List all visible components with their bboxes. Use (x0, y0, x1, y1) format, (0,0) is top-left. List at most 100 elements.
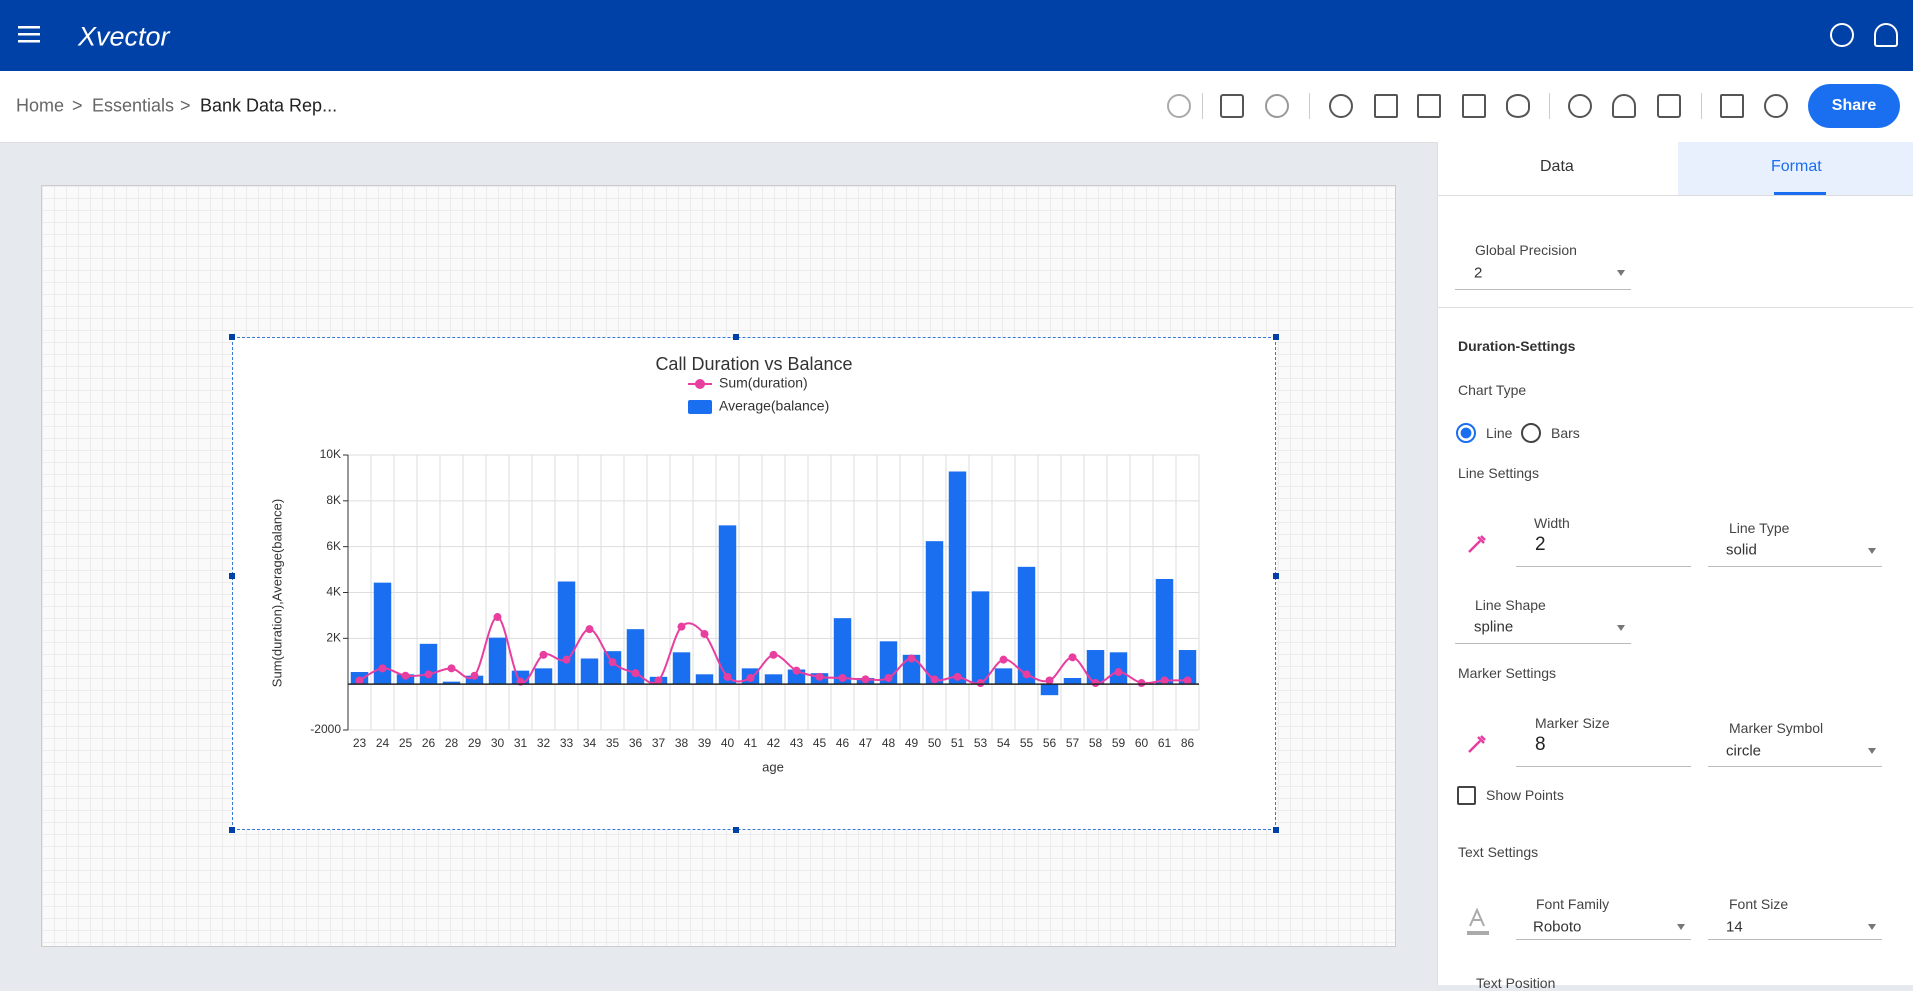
divider (1202, 93, 1203, 119)
tab[interactable]: Format (1771, 158, 1822, 176)
select-value[interactable]: spline (1474, 619, 1513, 636)
marker (1000, 656, 1008, 664)
field-label: Text Position (1476, 975, 1555, 991)
x-tick-label: 26 (422, 736, 436, 750)
checkbox[interactable] (1457, 786, 1476, 805)
bar (1064, 678, 1081, 684)
marker (747, 674, 755, 682)
x-tick-label: 25 (399, 736, 413, 750)
marker (425, 670, 433, 678)
bar (489, 638, 506, 685)
logo[interactable]: Xvector (78, 22, 170, 53)
field-label: Width (1534, 515, 1570, 531)
breadcrumb-item[interactable]: Essentials (92, 96, 174, 117)
share-button[interactable]: Share (1808, 84, 1900, 128)
marker (586, 625, 594, 633)
x-tick-label: 43 (790, 736, 804, 750)
tab[interactable]: Data (1540, 158, 1574, 176)
line (360, 617, 1188, 684)
marker (839, 674, 847, 682)
underline (1708, 939, 1882, 940)
add-icon[interactable] (1329, 94, 1353, 118)
x-tick-label: 53 (974, 736, 988, 750)
dropdown-arrow[interactable] (1868, 924, 1876, 930)
bar (765, 674, 782, 684)
field-label: Line Shape (1475, 597, 1546, 613)
dropdown-arrow[interactable] (1617, 625, 1625, 631)
x-tick-label: 24 (376, 736, 390, 750)
dropdown-arrow[interactable] (1617, 270, 1625, 276)
field-label: Global Precision (1475, 242, 1577, 258)
marker (1161, 677, 1169, 685)
select-value[interactable]: solid (1726, 542, 1757, 559)
input-value[interactable]: 8 (1535, 734, 1546, 756)
marker (494, 613, 502, 621)
field-label: Marker Size (1535, 715, 1610, 731)
layout-icon[interactable] (1417, 94, 1441, 118)
field-label: Marker Symbol (1729, 720, 1823, 736)
y-tick-label: 2K (326, 631, 341, 645)
radio-checked[interactable] (1456, 423, 1476, 443)
select-value[interactable]: 2 (1474, 265, 1482, 282)
status-icon[interactable] (1167, 94, 1191, 118)
marker (793, 667, 801, 675)
bar (995, 668, 1012, 684)
x-tick-label: 41 (744, 736, 758, 750)
alert-icon[interactable] (1612, 94, 1636, 118)
select-value[interactable]: Roboto (1533, 919, 1581, 936)
radio-label[interactable]: Line (1486, 425, 1512, 441)
delete-icon[interactable] (1720, 94, 1744, 118)
text-color-picker[interactable] (1465, 908, 1491, 936)
color-picker[interactable] (1466, 733, 1488, 755)
breadcrumb-item[interactable]: Home (16, 96, 64, 117)
field-label: Font Size (1729, 896, 1788, 912)
marker (1184, 677, 1192, 685)
radio-label[interactable]: Bars (1551, 425, 1580, 441)
x-tick-label: 32 (537, 736, 551, 750)
menu-icon[interactable] (18, 26, 42, 44)
marker (471, 672, 479, 680)
help-icon[interactable] (1830, 23, 1854, 47)
input-value[interactable]: 2 (1535, 534, 1546, 556)
x-tick-label: 35 (606, 736, 620, 750)
bar (719, 525, 736, 684)
x-tick-label: 57 (1066, 736, 1080, 750)
run-icon[interactable] (1220, 94, 1244, 118)
marker (1069, 653, 1077, 661)
notification-icon[interactable] (1874, 23, 1898, 47)
divider (1437, 307, 1913, 308)
info-icon[interactable] (1568, 94, 1592, 118)
select-value[interactable]: circle (1726, 743, 1761, 760)
settings-icon[interactable] (1764, 94, 1788, 118)
checkbox-label[interactable]: Show Points (1486, 787, 1564, 803)
x-tick-label: 86 (1181, 736, 1195, 750)
preview-icon[interactable] (1506, 94, 1530, 118)
comment-icon[interactable] (1657, 94, 1681, 118)
marker (563, 656, 571, 664)
code-icon[interactable] (1462, 94, 1486, 118)
breadcrumb-item: Bank Data Rep... (200, 96, 337, 117)
x-tick-label: 60 (1135, 736, 1149, 750)
marker (1046, 677, 1054, 685)
marker (954, 673, 962, 681)
x-tick-label: 23 (353, 736, 367, 750)
x-tick-label: 51 (951, 736, 965, 750)
color-picker[interactable] (1466, 533, 1488, 555)
marker (655, 677, 663, 685)
bar (1156, 579, 1173, 684)
formula-icon[interactable] (1374, 94, 1398, 118)
underline (1516, 566, 1691, 567)
play-icon[interactable] (1265, 94, 1289, 118)
dropdown-arrow[interactable] (1677, 924, 1685, 930)
radio[interactable] (1521, 423, 1541, 443)
dropdown-arrow[interactable] (1868, 548, 1876, 554)
x-tick-label: 38 (675, 736, 689, 750)
select-value[interactable]: 14 (1726, 919, 1743, 936)
underline (1516, 939, 1691, 940)
x-tick-label: 45 (813, 736, 827, 750)
section-title: Duration-Settings (1458, 338, 1575, 354)
underline (1455, 289, 1631, 290)
dropdown-arrow[interactable] (1868, 748, 1876, 754)
x-tick-label: 28 (445, 736, 459, 750)
